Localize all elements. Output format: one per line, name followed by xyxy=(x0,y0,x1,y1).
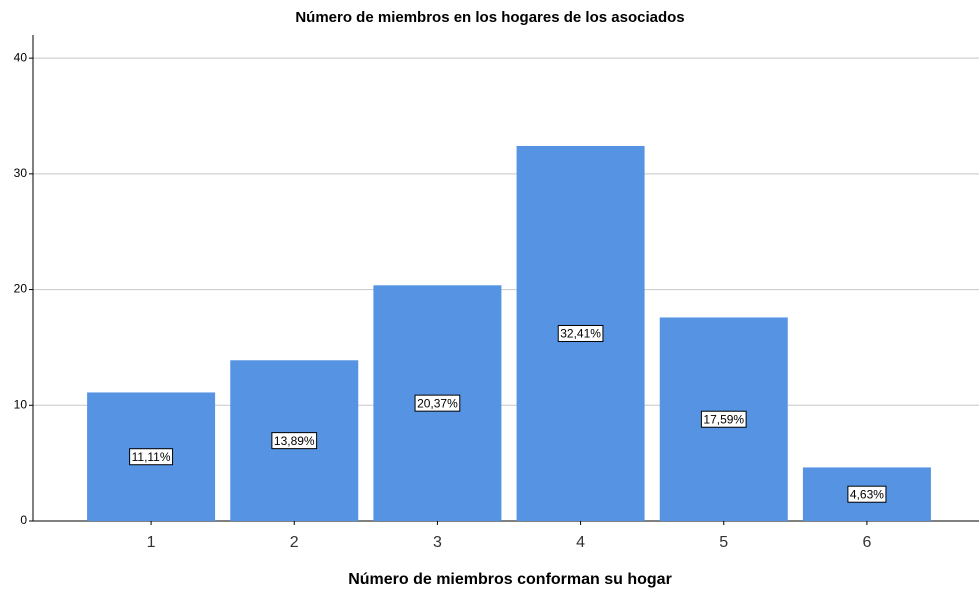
value-label-box xyxy=(129,448,174,466)
value-label-box xyxy=(847,485,887,503)
x-tick-label: 3 xyxy=(433,534,442,551)
value-label: 13,89% xyxy=(274,434,315,448)
value-label-box xyxy=(700,410,747,428)
x-tick-label: 5 xyxy=(719,534,728,551)
value-label: 4,63% xyxy=(850,487,884,501)
value-label-box xyxy=(557,324,604,342)
value-label: 32,41% xyxy=(560,327,601,341)
y-tick-label: 20 xyxy=(14,282,28,296)
value-label-box xyxy=(414,394,461,412)
y-tick-label: 10 xyxy=(14,397,28,411)
y-tick-label: 0 xyxy=(20,513,27,527)
x-axis-label: Número de miembros conforman su hogar xyxy=(348,571,672,588)
value-label: 17,59% xyxy=(703,412,744,426)
x-tick-label: 6 xyxy=(862,534,871,551)
y-tick-label: 30 xyxy=(14,166,28,180)
x-tick-label: 4 xyxy=(576,534,585,551)
y-tick-label: 40 xyxy=(14,50,28,64)
x-tick-label: 2 xyxy=(290,534,299,551)
chart-title: Número de miembros en los hogares de los… xyxy=(295,9,684,26)
value-label-box xyxy=(271,432,318,450)
x-tick-label: 1 xyxy=(147,534,156,551)
value-label: 20,37% xyxy=(417,396,458,410)
value-label: 11,11% xyxy=(132,450,171,464)
